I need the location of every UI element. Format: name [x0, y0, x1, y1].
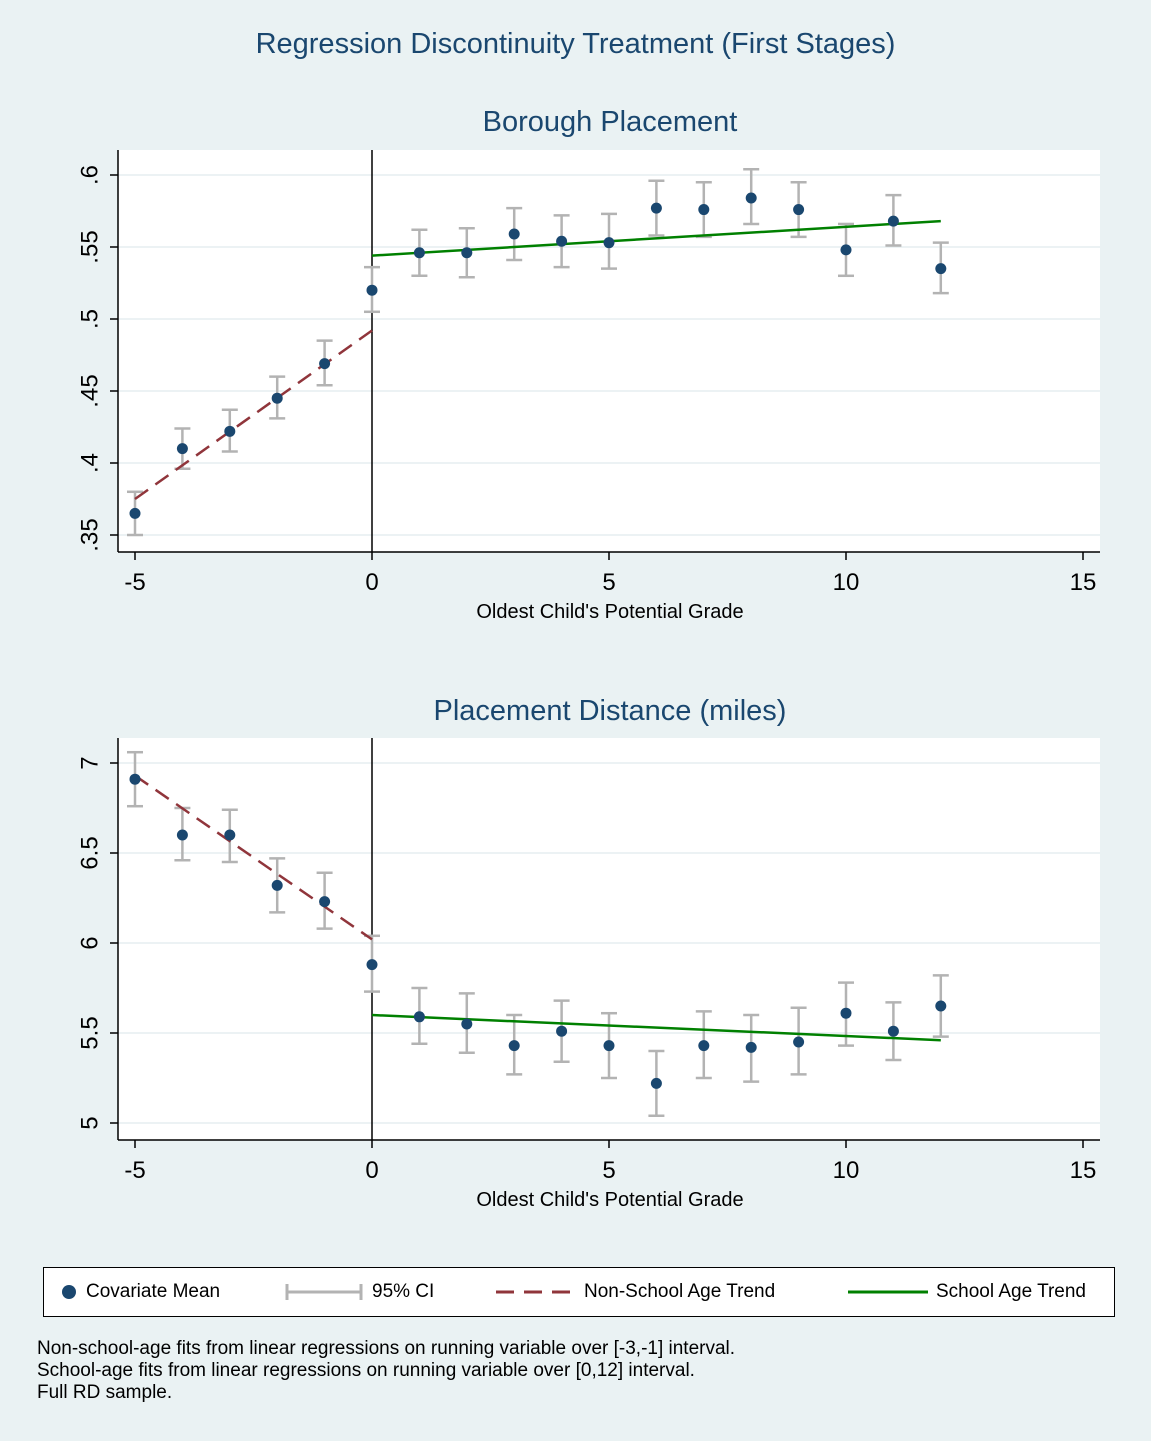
covariate-mean-point-borough [556, 235, 568, 247]
covariate-mean-point-borough [745, 192, 757, 204]
covariate-mean-point-distance [461, 1018, 473, 1030]
covariate-mean-point-distance [650, 1077, 662, 1089]
y-tick-label-distance: 5 [77, 1116, 104, 1129]
covariate-mean-point-distance [129, 773, 141, 785]
x-tick-label-borough: 10 [833, 569, 860, 596]
covariate-mean-point-distance [508, 1040, 520, 1052]
covariate-mean-point-distance [176, 829, 188, 841]
x-tick-label-borough: 15 [1070, 569, 1097, 596]
x-tick-label-distance: 10 [833, 1157, 860, 1184]
y-tick-label-distance: 6.5 [77, 836, 104, 869]
covariate-mean-point-distance [556, 1025, 568, 1037]
note-line-2: School-age fits from linear regressions … [37, 1360, 695, 1381]
legend-label-non-school-trend: Non-School Age Trend [584, 1281, 776, 1302]
covariate-mean-point-distance [698, 1040, 710, 1052]
x-tick-label-distance: 5 [602, 1157, 615, 1184]
y-tick-label-borough: .35 [77, 518, 104, 551]
panel-title-borough: Borough Placement [482, 106, 738, 138]
legend-label-ci: 95% CI [372, 1281, 435, 1302]
covariate-mean-point-borough [840, 244, 852, 256]
covariate-mean-point-borough [461, 247, 473, 259]
x-tick-label-distance: -5 [124, 1157, 145, 1184]
plot-area-borough [118, 150, 1100, 552]
panel-title-distance: Placement Distance (miles) [433, 695, 787, 727]
covariate-mean-point-distance [271, 879, 283, 891]
legend-item-school-trend: School Age Trend [848, 1268, 1086, 1316]
covariate-mean-point-borough [698, 204, 710, 216]
note-line-3: Full RD sample. [37, 1382, 173, 1403]
covariate-mean-point-borough [650, 202, 662, 214]
covariate-mean-point-borough [887, 215, 899, 227]
figure-title: Regression Discontinuity Treatment (Firs… [255, 28, 896, 60]
covariate-mean-point-distance [840, 1007, 852, 1019]
legend-label-school-trend: School Age Trend [936, 1281, 1086, 1302]
legend-item-covariate-mean: Covariate Mean [60, 1268, 220, 1316]
covariate-mean-point-distance [319, 896, 331, 908]
y-tick-label-borough: .5 [77, 309, 104, 329]
covariate-mean-point-borough [176, 443, 188, 455]
covariate-mean-point-distance [603, 1040, 615, 1052]
covariate-mean-point-borough [271, 392, 283, 404]
y-tick-label-distance: 7 [77, 756, 104, 769]
y-tick-label-borough: .4 [77, 453, 104, 473]
covariate-mean-point-distance [413, 1011, 425, 1023]
covariate-mean-point-distance [745, 1041, 757, 1053]
non-school-trend-line-distance [134, 774, 373, 941]
covariate-mean-point-borough [129, 507, 141, 519]
covariate-mean-point-borough [413, 247, 425, 259]
y-tick-label-distance: 5.5 [77, 1016, 104, 1049]
legend-solid-icon [848, 1290, 928, 1294]
x-tick-label-borough: 0 [365, 569, 378, 596]
chart-figure: .35 .4 .45 .5 .55 .6 -5 0 5 10 15 5 5.5 6 6.5 7 -5 0 5 10 15 [77, 150, 1100, 1184]
covariate-mean-point-borough [508, 228, 520, 240]
legend-item-ci: 95% CI [284, 1268, 434, 1316]
figure-notes: Non-school-age fits from linear regressi… [37, 1338, 735, 1404]
x-axis-label-distance: Oldest Child's Potential Grade [476, 1189, 744, 1211]
covariate-mean-point-distance [793, 1036, 805, 1048]
y-tick-label-borough: .45 [77, 374, 104, 407]
covariate-mean-point-borough [603, 237, 615, 249]
y-tick-label-distance: 6 [77, 936, 104, 949]
x-tick-label-borough: -5 [124, 569, 145, 596]
covariate-mean-point-distance [366, 959, 378, 971]
legend-dot-icon [62, 1285, 76, 1299]
note-line-1: Non-school-age fits from linear regressi… [37, 1338, 736, 1359]
x-tick-label-distance: 15 [1070, 1157, 1097, 1184]
covariate-mean-point-borough [793, 204, 805, 216]
x-axis-label-borough: Oldest Child's Potential Grade [476, 601, 744, 623]
covariate-mean-point-distance [887, 1025, 899, 1037]
legend: Covariate Mean 95% CI Non-School Age Tre… [43, 1267, 1115, 1317]
x-tick-label-distance: 0 [365, 1157, 378, 1184]
y-tick-label-borough: .6 [77, 165, 104, 185]
covariate-mean-point-borough [319, 358, 331, 370]
legend-label-covariate-mean: Covariate Mean [86, 1281, 221, 1302]
x-tick-label-borough: 5 [602, 569, 615, 596]
legend-ci-icon [285, 1284, 363, 1300]
legend-dash-icon [496, 1290, 576, 1294]
legend-item-non-school-trend: Non-School Age Trend [496, 1268, 775, 1316]
covariate-mean-point-distance [935, 1000, 947, 1012]
plot-area-distance [118, 738, 1100, 1140]
covariate-mean-point-borough [935, 263, 947, 275]
covariate-mean-point-borough [366, 284, 378, 296]
covariate-mean-point-borough [224, 425, 236, 437]
covariate-mean-point-distance [224, 829, 236, 841]
y-tick-label-borough: .55 [77, 230, 104, 263]
